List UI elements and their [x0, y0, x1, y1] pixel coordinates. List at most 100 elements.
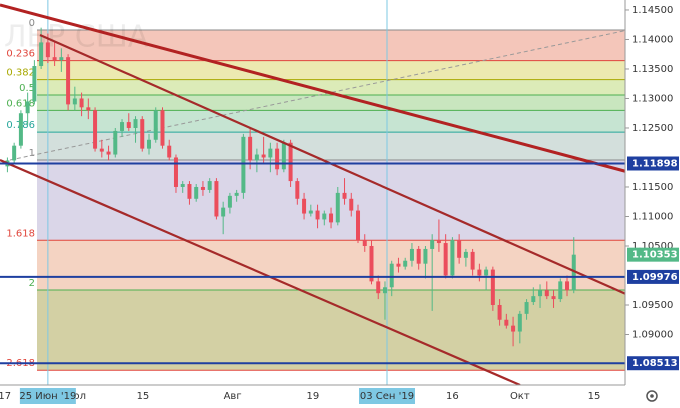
candle-body	[322, 213, 327, 220]
y-tick-label: 1.14000	[632, 34, 673, 45]
fib-label: 1	[29, 148, 35, 159]
fib-band	[37, 79, 625, 95]
candle-body	[288, 142, 293, 182]
y-tick-label: 1.14500	[632, 5, 673, 16]
x-tick-label: 25 Июн '19	[19, 391, 76, 402]
candle-body	[207, 181, 212, 190]
candle-body	[369, 245, 374, 282]
candle-body	[221, 207, 226, 217]
x-highlight-bg	[19, 388, 76, 404]
candle-body	[403, 260, 408, 267]
price-label-bg	[627, 356, 679, 371]
y-tick-label: 1.09500	[632, 300, 673, 311]
fib-band	[37, 132, 625, 160]
candle-body	[214, 181, 219, 217]
candle-body	[315, 210, 320, 220]
candle-body	[275, 148, 280, 170]
time-axis	[0, 385, 680, 408]
fib-label: 0.5	[19, 83, 35, 94]
candle-body	[120, 122, 125, 131]
y-tick-label: 1.11500	[632, 182, 673, 193]
candle-body	[86, 107, 91, 111]
candle-body	[52, 57, 57, 61]
y-tick-label: 1.12500	[632, 123, 673, 134]
candle-body	[308, 210, 313, 214]
price-label-bg	[627, 269, 679, 284]
candle-body	[396, 263, 401, 267]
candle-body	[241, 136, 246, 193]
candle-body	[511, 325, 516, 332]
x-tick-label: 03 Сен '19	[360, 391, 414, 402]
candle-body	[281, 142, 286, 170]
candle-body	[544, 290, 549, 297]
x-tick-label: 16	[446, 391, 459, 402]
x-tick-label: 17	[0, 391, 11, 402]
candle-body	[551, 296, 556, 300]
candle-body	[45, 42, 50, 58]
fib-band	[37, 29, 625, 61]
gear[interactable]	[646, 390, 658, 402]
candle-body	[187, 184, 192, 199]
fib-band	[37, 240, 625, 290]
candle-body	[356, 210, 361, 241]
candle-body	[79, 98, 84, 108]
gear-center	[650, 394, 654, 398]
candle-body	[362, 240, 367, 246]
candle-body	[261, 154, 266, 158]
fib-band	[37, 110, 625, 133]
candle-body	[18, 113, 23, 146]
candle-body	[234, 192, 239, 196]
trend-line	[39, 33, 629, 297]
candle-body	[106, 151, 111, 155]
crosshair	[47, 0, 388, 385]
price-label: 1.09976	[632, 272, 678, 283]
candle-body	[160, 110, 165, 146]
candle-body	[12, 145, 17, 161]
candle-body	[450, 240, 455, 276]
fib-label: 0.618	[6, 98, 35, 109]
settings-icon[interactable]	[646, 390, 658, 402]
candle-body	[443, 243, 448, 276]
horizontal-lines	[0, 162, 625, 365]
candle-body	[382, 287, 387, 294]
candle-body	[66, 57, 71, 105]
y-tick-label: 1.10500	[632, 241, 673, 252]
candle-body	[335, 192, 340, 223]
candle-body	[484, 269, 489, 276]
candle-body	[524, 302, 529, 314]
trend-line	[0, 158, 521, 387]
y-tick-label: 1.11000	[632, 211, 673, 222]
trend-line	[0, 3, 629, 174]
candle-body	[173, 157, 178, 187]
fib-label: 1.618	[6, 228, 35, 239]
candle-body	[72, 98, 77, 105]
candle-body	[517, 313, 522, 332]
candle-body	[457, 240, 462, 258]
candle-body	[565, 281, 570, 291]
candle-body	[504, 319, 509, 326]
candle-body	[133, 119, 138, 128]
y-tick-label: 1.09000	[632, 329, 673, 340]
candle-body	[180, 184, 185, 187]
fib-label: 0.382	[6, 68, 35, 79]
candle-body	[295, 181, 300, 199]
price-axis	[625, 0, 680, 408]
candle-body	[470, 251, 475, 270]
candle-body	[167, 145, 172, 158]
candle-body	[409, 248, 414, 261]
candle-body	[463, 251, 468, 258]
candle-body	[423, 248, 428, 264]
candle-body	[32, 66, 37, 102]
candle-body	[153, 110, 158, 140]
candle-body	[571, 254, 576, 291]
x-tick-label: 15	[588, 391, 601, 402]
candle-body	[126, 122, 131, 128]
price-label-bg	[627, 156, 679, 171]
candle-body	[99, 148, 104, 152]
y-tick-label: 1.13000	[632, 93, 673, 104]
axis-labels: 1.14500 1.14000 1.13500 1.13000 1.12500 1.115…	[0, 5, 679, 404]
candle-body	[436, 240, 441, 244]
candle-body	[416, 248, 421, 264]
